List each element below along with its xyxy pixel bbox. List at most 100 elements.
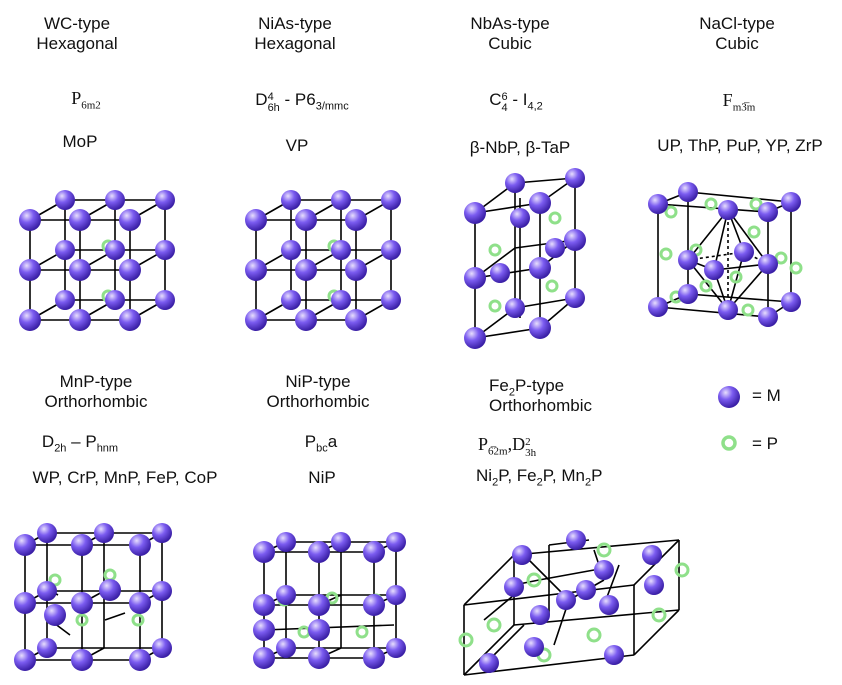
metal-atom [363,594,385,616]
metal-atom [155,240,175,260]
phosphorus-atom [488,299,502,313]
metal-atom [119,209,141,231]
metal-atom [44,604,66,626]
bond-line [687,259,729,311]
metal-atom [758,202,778,222]
metal-atom [105,240,125,260]
metal-atom [556,590,576,610]
legend-metal-label: = M [752,386,781,405]
metal-atom [781,292,801,312]
metal-atom [678,284,698,304]
metal-atom [276,532,296,552]
metal-atom [599,595,619,615]
metal-atom [704,260,724,280]
phosphorus-atom [131,613,145,627]
metal-atom [245,309,267,331]
bond-line [463,624,515,676]
phosphorus-atom [699,279,713,293]
metal-atom [718,300,738,320]
phosphorus-atom [789,261,803,275]
metal-atom [129,649,151,671]
bond-line [727,263,769,311]
metal-atom [529,317,551,339]
metal-atom [105,190,125,210]
metal-atom [504,577,524,597]
metal-atom [245,259,267,281]
nbas-unit-cell-diagram [464,168,586,349]
metal-atom [331,532,351,552]
nbas-type-title: NbAs-type Cubic [470,14,550,53]
phosphorus-atom [651,607,667,623]
wc-compounds: MoP [62,132,98,151]
wc-space-group: P6m2 [71,88,101,112]
mnp-space-group: D2h – Phnm [41,432,119,455]
metal-atom [644,575,664,595]
metal-atom [99,579,121,601]
metal-atom [281,190,301,210]
metal-atom [253,647,275,669]
nip-space-group: Pbca [304,432,338,455]
metal-atom [604,645,624,665]
bond-line [493,624,525,656]
phosphorus-atom [297,625,311,639]
metal-atom [295,309,317,331]
metal-atom [245,209,267,231]
metal-atom [37,523,57,543]
phosphorus-atom [75,613,89,627]
metal-atom [386,532,406,552]
metal-atom [71,592,93,614]
metal-atom [594,560,614,580]
metal-atom [363,647,385,669]
fe2p-compounds: Ni2P, Fe2P, Mn2P [476,466,603,489]
metal-atom [129,592,151,614]
legend-phosphorus-label: = P [752,434,778,453]
phosphorus-atom [749,197,763,211]
metal-atom [345,309,367,331]
wc-unit-cell-diagram [19,190,175,331]
metal-atom [734,242,754,262]
metal-atom [566,530,586,550]
bond-line [687,293,792,303]
metal-atom [530,605,550,625]
bond-line [513,539,680,556]
bond-line [687,191,792,203]
bond-line [483,594,515,621]
metal-atom [119,309,141,331]
metal-atom [529,192,551,214]
metal-atom [152,523,172,543]
mnp-unit-cell-diagram [14,523,172,671]
metal-atom [381,190,401,210]
metal-atom [678,250,698,270]
bond-line [727,209,769,265]
phosphorus-atom [664,205,678,219]
metal-atom [718,200,738,220]
metal-atom [505,298,525,318]
phosphorus-atom [458,632,474,648]
fe2p-type-title: Fe2P-type Orthorhombic [489,376,592,415]
metal-atom [576,580,596,600]
nip-unit-cell-diagram [253,532,406,669]
metal-atom [276,638,296,658]
nip-type-title: NiP-type Orthorhombic [266,372,370,411]
nias-space-group: D 4 6h - P63/mmc [255,90,349,114]
phosphorus-atom [545,279,559,293]
metal-atom [253,619,275,641]
metal-atom [678,182,698,202]
metal-atom [55,240,75,260]
metal-atom [529,257,551,279]
phosphorus-atom [526,572,542,588]
phosphorus-atom [103,568,117,582]
metal-atom [386,638,406,658]
metal-atom [155,290,175,310]
phosphorus-atom [586,627,602,643]
metal-atom [253,594,275,616]
metal-atom [464,267,486,289]
metal-atom [253,541,275,563]
metal-atom [152,638,172,658]
metal-atom [565,288,585,308]
metal-atom [510,208,530,228]
metal-atom [69,259,91,281]
bond-line [514,177,576,184]
